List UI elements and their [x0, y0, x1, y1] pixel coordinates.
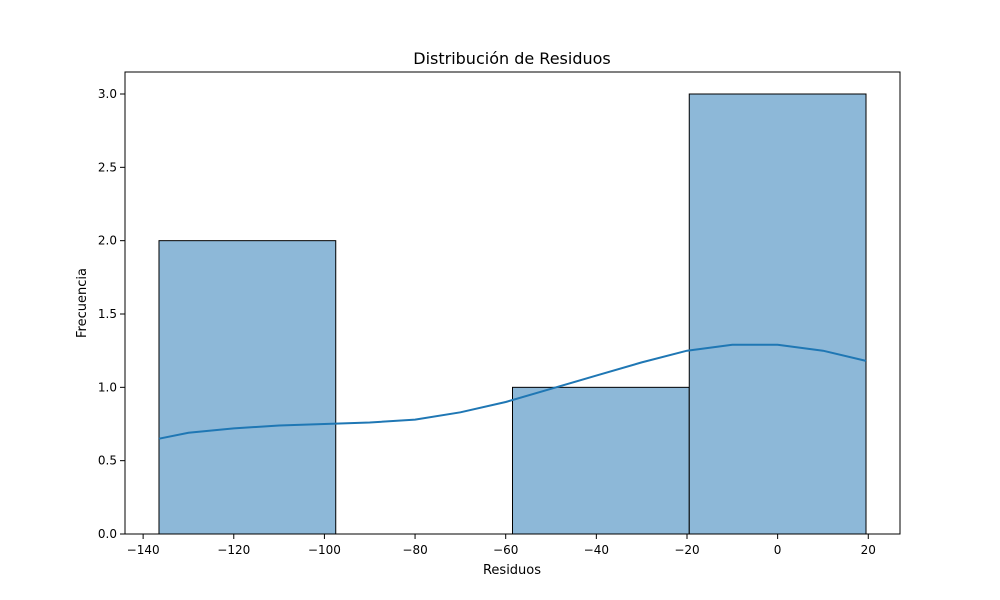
plot-frame — [124, 71, 901, 535]
y-tick-label: 2.5 — [98, 160, 117, 174]
histogram-bars — [158, 93, 867, 535]
y-axis-ticks: 0.0 0.5 1.0 1.5 2.0 2.5 3.0 — [98, 87, 125, 541]
x-tick-label: −20 — [674, 543, 699, 557]
x-tick-label: 0 — [774, 543, 782, 557]
histogram-bar-3 — [688, 93, 867, 535]
chart-title: Distribución de Residuos — [413, 49, 610, 68]
y-tick-label: 3.0 — [98, 87, 117, 101]
y-tick-label: 0.0 — [98, 527, 117, 541]
histogram-bar-2 — [512, 386, 690, 535]
y-tick-label: 1.5 — [98, 307, 117, 321]
x-tick-label: −40 — [584, 543, 609, 557]
x-axis-label: Residuos — [483, 563, 541, 578]
x-tick-label: −140 — [127, 543, 160, 557]
y-axis-label: Frecuencia — [75, 268, 90, 338]
x-tick-label: −120 — [217, 543, 250, 557]
x-tick-label: −80 — [402, 543, 427, 557]
x-tick-label: −100 — [308, 543, 341, 557]
histogram-bar-0 — [158, 240, 337, 535]
y-tick-label: 2.0 — [98, 234, 117, 248]
x-tick-label: 20 — [861, 543, 876, 557]
y-tick-label: 1.0 — [98, 380, 117, 394]
y-tick-label: 0.5 — [98, 454, 117, 468]
x-tick-label: −60 — [493, 543, 518, 557]
x-axis-ticks: −140 −120 −100 −80 −60 −40 −20 0 20 — [127, 534, 876, 557]
kde-curve — [158, 343, 867, 440]
